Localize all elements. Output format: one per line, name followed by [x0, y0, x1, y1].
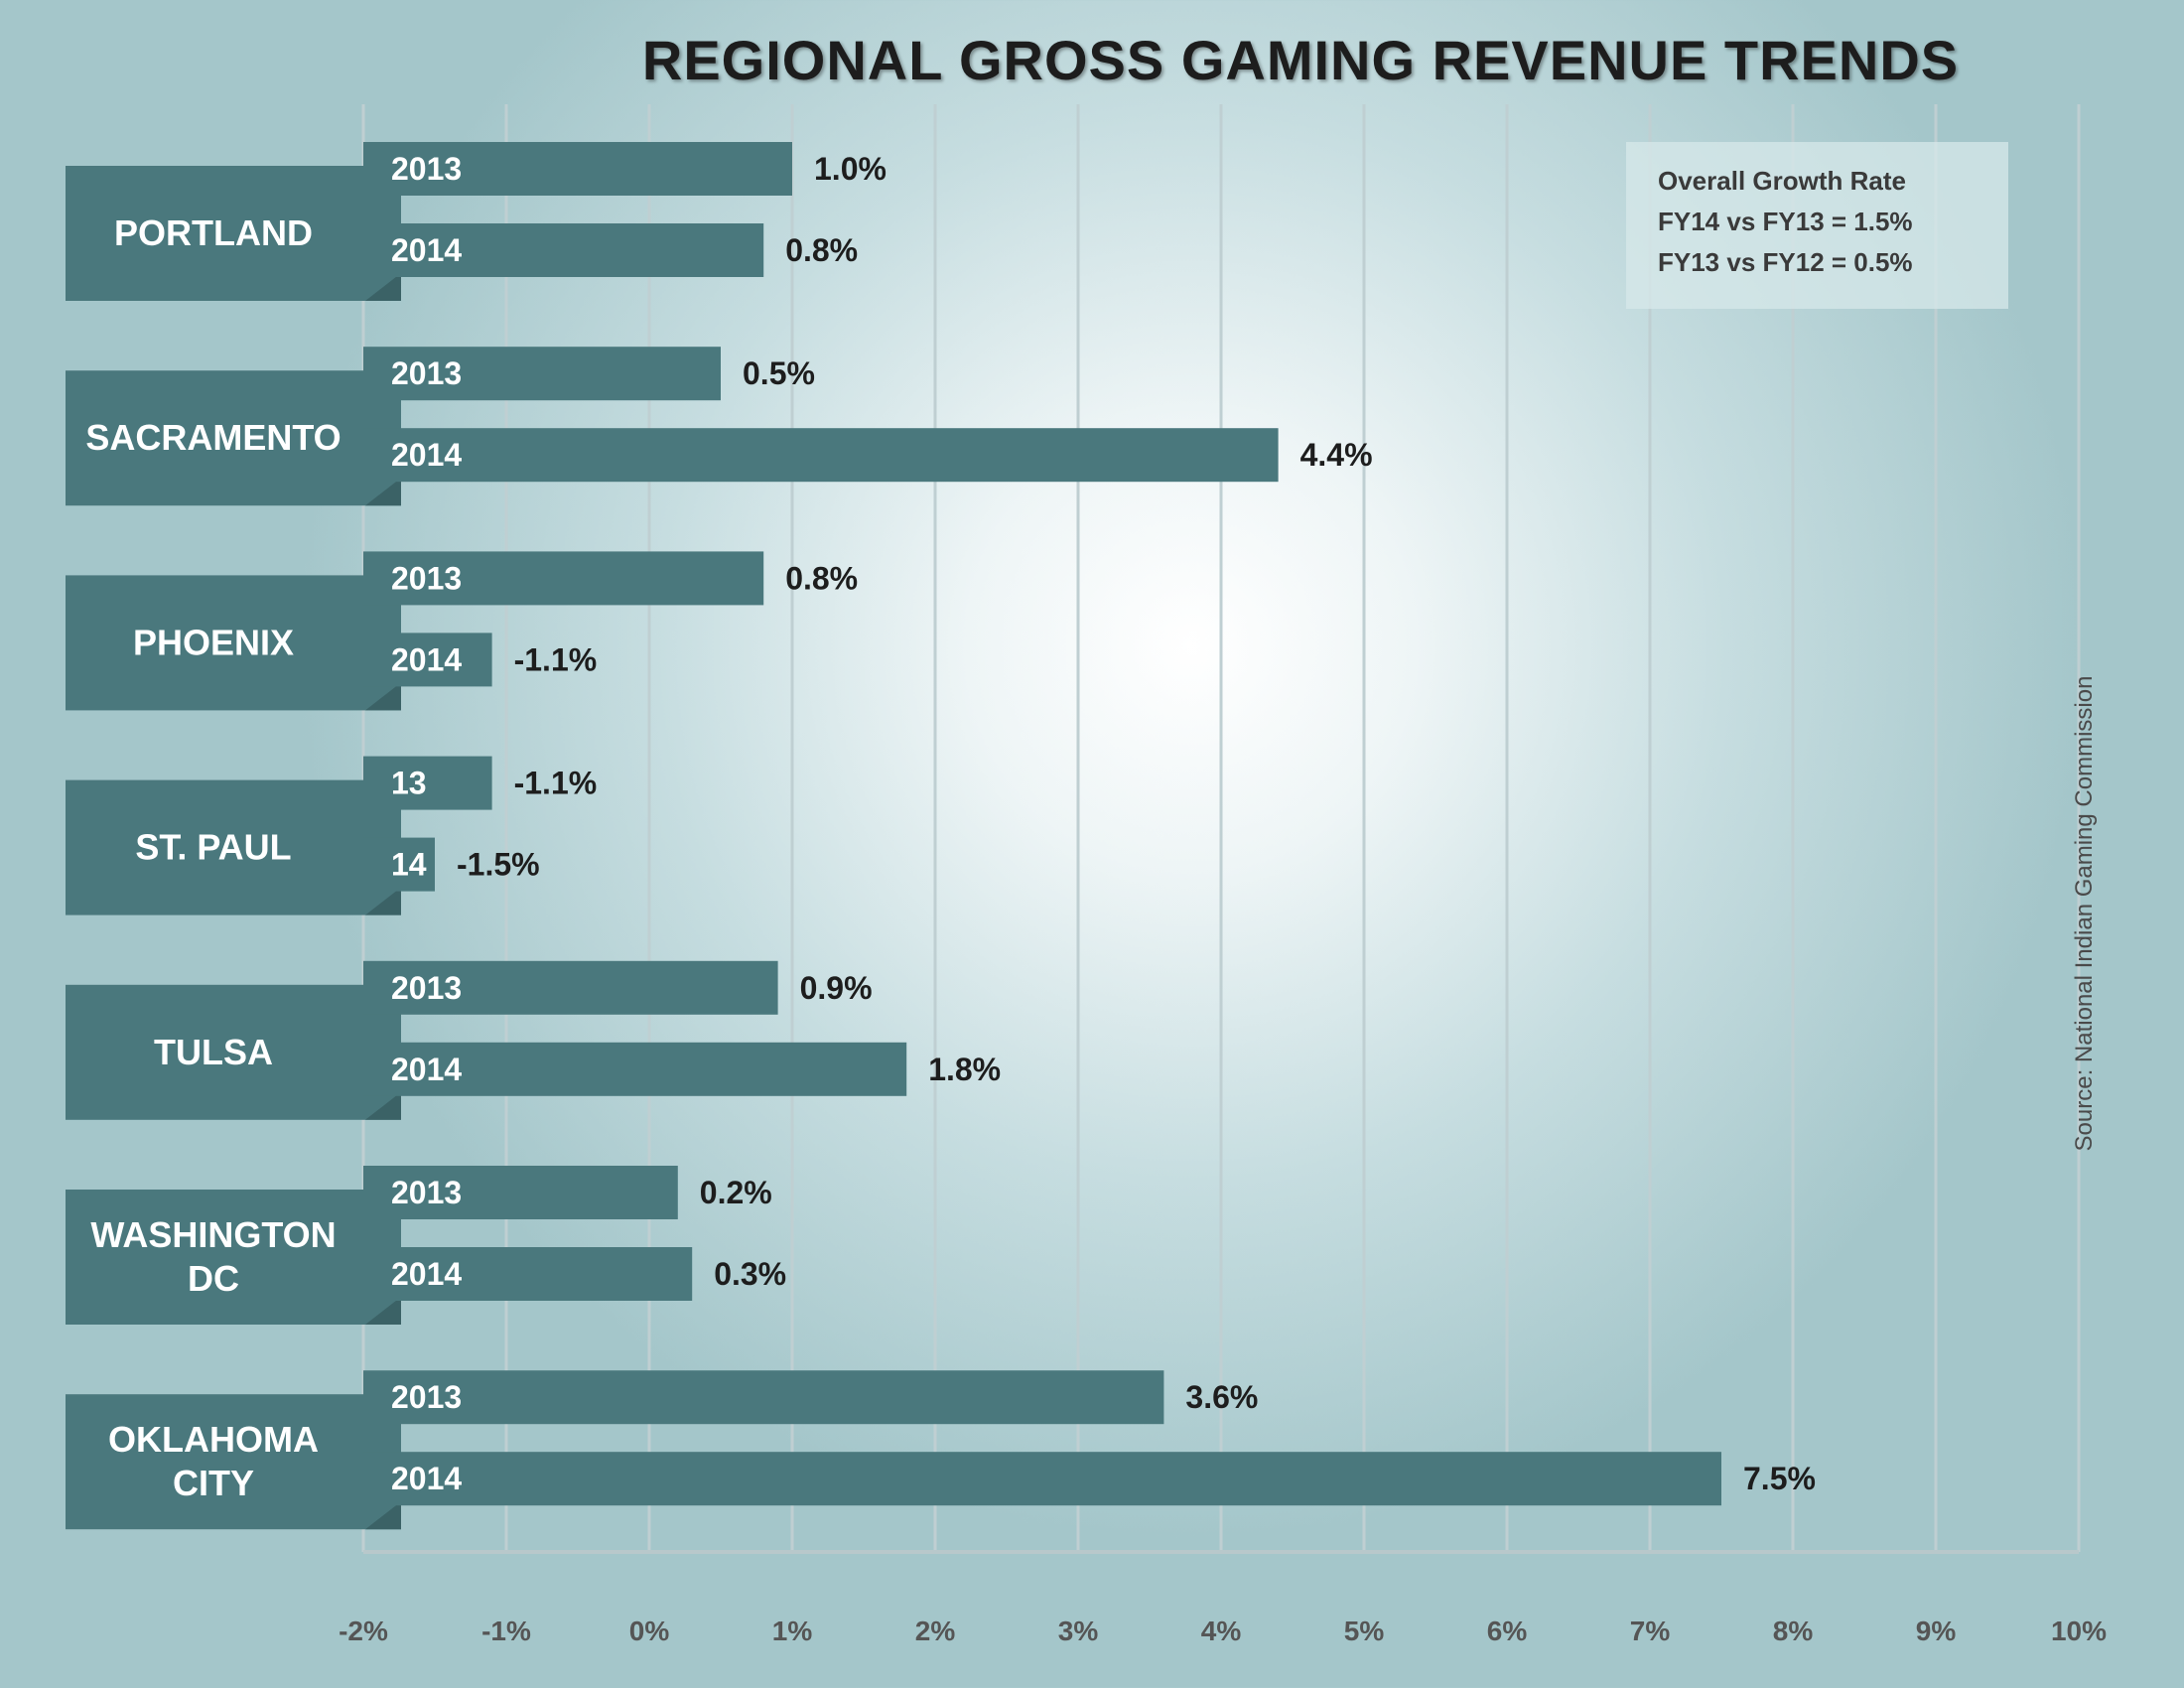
bar-value-label: -1.1%: [514, 766, 598, 801]
city-label: ST. PAUL: [135, 827, 291, 868]
bar-year-label: 2014: [391, 1461, 462, 1496]
bar-year-label: 2013: [391, 151, 462, 187]
chart-title: REGIONAL GROSS GAMING REVENUE TRENDS: [641, 29, 1960, 91]
city-label-fold: [365, 1091, 401, 1120]
x-tick-label: 5%: [1344, 1616, 1385, 1646]
bar-value-label: 0.8%: [785, 560, 858, 596]
bar-groups: PORTLAND 2013 1.0% 2014 0.8% SACRAMENTO 2013 0.…: [66, 142, 1816, 1530]
city-label-box: [66, 984, 401, 1120]
city-label: OKLAHOMA: [108, 1419, 319, 1460]
city-label-fold: [365, 1501, 401, 1530]
city-label: WASHINGTON: [90, 1214, 336, 1255]
city-label: DC: [188, 1258, 239, 1299]
bar: [363, 347, 721, 401]
bar-year-label: 13: [391, 766, 427, 801]
bar-year-label: 14: [391, 847, 427, 883]
bar: [363, 1370, 1164, 1425]
city-label-box: [66, 575, 401, 711]
bar-year-label: 2013: [391, 355, 462, 391]
x-tick-label: 9%: [1916, 1616, 1957, 1646]
x-tick-label: 6%: [1487, 1616, 1528, 1646]
city-label-fold: [365, 273, 401, 301]
bar-value-label: 7.5%: [1743, 1461, 1816, 1496]
x-tick-label: 3%: [1058, 1616, 1099, 1646]
legend-title: Overall Growth Rate: [1658, 166, 1906, 196]
bar: [363, 142, 792, 196]
bar-year-label: 2013: [391, 1175, 462, 1210]
legend-line: FY13 vs FY12 = 0.5%: [1658, 247, 1913, 277]
bar-year-label: 2014: [391, 232, 462, 268]
x-tick-label: 0%: [629, 1616, 670, 1646]
x-tick-label: -1%: [481, 1616, 531, 1646]
city-label-box: [66, 779, 401, 915]
bar-value-label: -1.5%: [457, 847, 540, 883]
bar: [363, 837, 435, 892]
city-label: TULSA: [154, 1032, 273, 1072]
city-label: PHOENIX: [133, 622, 294, 662]
city-label-fold: [365, 682, 401, 711]
bar: [363, 551, 764, 606]
bar-year-label: 2013: [391, 560, 462, 596]
bar-value-label: 1.0%: [814, 151, 887, 187]
city-label-box: [66, 1190, 401, 1325]
x-axis-ticks: -2% -1% 0% 1% 2% 3% 4% 5% 6% 7% 8% 9% 10%: [339, 1616, 2107, 1646]
grid-lines: [361, 104, 2081, 1554]
legend: Overall Growth Rate FY14 vs FY13 = 1.5% …: [1626, 142, 2008, 309]
bar-value-label: 0.8%: [785, 232, 858, 268]
bar: [363, 960, 778, 1015]
bar-value-label: -1.1%: [514, 641, 598, 677]
city-label-box: [66, 166, 401, 301]
x-tick-label: 4%: [1201, 1616, 1242, 1646]
city-label-box: [66, 370, 401, 506]
bar: [363, 633, 492, 687]
bar: [363, 1247, 693, 1301]
source-note: Source: National Indian Gaming Commissio…: [2071, 675, 2098, 1152]
bar-group: PORTLAND 2013 1.0% 2014 0.8%: [66, 142, 887, 301]
bar: [363, 223, 764, 277]
city-label: SACRAMENTO: [85, 417, 341, 458]
x-tick-label: 8%: [1773, 1616, 1814, 1646]
legend-line: FY14 vs FY13 = 1.5%: [1658, 207, 1913, 236]
bar: [363, 1452, 1721, 1506]
bar: [363, 1042, 907, 1096]
city-label: CITY: [173, 1463, 254, 1503]
city-label-fold: [365, 478, 401, 506]
bar-value-label: 3.6%: [1185, 1379, 1258, 1415]
bar-group: ST. PAUL 13 -1.1% 14 -1.5%: [66, 756, 598, 915]
city-label-fold: [365, 887, 401, 915]
city-label: PORTLAND: [114, 212, 313, 253]
x-tick-label: -2%: [339, 1616, 388, 1646]
bar-group: SACRAMENTO 2013 0.5% 2014 4.4%: [66, 347, 1373, 506]
bar-group: PHOENIX 2013 0.8% 2014 -1.1%: [66, 551, 858, 711]
bar-year-label: 2014: [391, 1052, 462, 1087]
city-label-box: [66, 1394, 401, 1530]
bar: [363, 428, 1279, 483]
bar-year-label: 2013: [391, 970, 462, 1006]
x-tick-label: 2%: [915, 1616, 956, 1646]
bar-value-label: 1.8%: [928, 1052, 1001, 1087]
bar-year-label: 2014: [391, 1256, 462, 1292]
bar-value-label: 0.5%: [743, 355, 815, 391]
bar-year-label: 2014: [391, 641, 462, 677]
bar: [363, 1166, 678, 1219]
x-tick-label: 1%: [772, 1616, 813, 1646]
bar-value-label: 0.3%: [714, 1256, 786, 1292]
bar-value-label: 0.9%: [800, 970, 873, 1006]
bar-year-label: 2013: [391, 1379, 462, 1415]
bar-value-label: 0.2%: [700, 1175, 772, 1210]
x-tick-label: 10%: [2051, 1616, 2107, 1646]
bar-value-label: 4.4%: [1300, 437, 1373, 473]
bar-group: TULSA 2013 0.9% 2014 1.8%: [66, 960, 1001, 1120]
city-label-fold: [365, 1297, 401, 1325]
x-tick-label: 7%: [1630, 1616, 1671, 1646]
bar-year-label: 2014: [391, 437, 462, 473]
bar: [363, 756, 492, 810]
